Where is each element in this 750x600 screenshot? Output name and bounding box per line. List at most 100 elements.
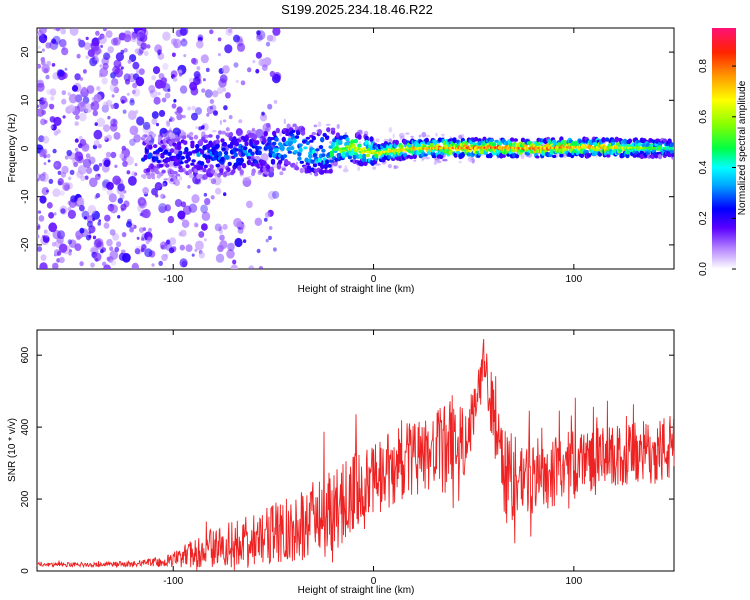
spectrogram-cell bbox=[142, 174, 147, 179]
spectrogram-cell bbox=[161, 169, 166, 174]
spectrogram-cell bbox=[107, 256, 114, 263]
spectrogram-cell bbox=[418, 134, 422, 138]
spectrogram-cell bbox=[37, 234, 40, 239]
spectrogram-cell bbox=[199, 161, 205, 166]
spectrogram-cell bbox=[321, 153, 326, 158]
spectrogram-cell bbox=[458, 134, 463, 140]
spectrogram-cell bbox=[39, 99, 48, 110]
spectrogram-cell bbox=[586, 153, 592, 158]
spectrogram-cell bbox=[237, 139, 242, 143]
spectrogram-cell bbox=[138, 68, 145, 75]
spectrogram-cell bbox=[235, 79, 239, 84]
spectrogram-cell bbox=[142, 121, 151, 130]
spectrogram-cell bbox=[552, 154, 557, 159]
spectrogram-cell bbox=[520, 137, 526, 143]
spectrogram-cell bbox=[89, 57, 98, 67]
spectrogram-cell bbox=[140, 210, 148, 218]
y-tick-label: 400 bbox=[20, 418, 31, 435]
spectrogram-cell bbox=[37, 210, 42, 214]
spectrogram-cell bbox=[109, 246, 114, 251]
spectrogram-cell bbox=[111, 78, 119, 87]
spectrogram-cell bbox=[399, 144, 404, 149]
spectrogram-cell bbox=[183, 54, 187, 58]
spectrogram-cell bbox=[286, 161, 291, 166]
spectrogram-cell bbox=[286, 123, 291, 129]
spectrogram-cell bbox=[288, 140, 294, 145]
spectrogram-cell bbox=[262, 138, 267, 144]
spectrogram-cell bbox=[312, 163, 318, 168]
spectrogram-cell bbox=[79, 205, 85, 212]
spectrogram-cell bbox=[296, 131, 301, 136]
spectrogram-cell bbox=[218, 226, 223, 232]
spectrogram-cell bbox=[364, 139, 369, 146]
spectrogram-cell bbox=[144, 139, 149, 144]
spectrogram-cell bbox=[559, 153, 564, 158]
spectrogram-cell bbox=[187, 106, 192, 111]
spectrogram-cell bbox=[53, 212, 57, 216]
spectrogram-cell bbox=[209, 164, 214, 170]
spectrogram-cell bbox=[177, 141, 182, 146]
spectrogram-cell bbox=[71, 85, 79, 92]
spectrogram-cell bbox=[185, 244, 193, 253]
spectrogram-cell bbox=[601, 137, 606, 143]
spectrogram-cell bbox=[94, 195, 98, 200]
spectrogram-cell bbox=[83, 103, 93, 113]
spectrogram-cell bbox=[191, 105, 196, 111]
spectrogram-cell bbox=[244, 141, 249, 147]
spectrogram-cell bbox=[179, 168, 184, 173]
spectrogram-cell bbox=[215, 139, 220, 145]
spectrogram-cell bbox=[124, 78, 131, 85]
spectrogram-cell bbox=[441, 133, 445, 136]
spectrogram-cell bbox=[123, 48, 128, 53]
spectrogram-cell bbox=[110, 104, 115, 110]
spectrogram-cell bbox=[48, 212, 55, 219]
spectrogram-cell bbox=[93, 164, 100, 172]
spectrogram-cell bbox=[358, 153, 363, 160]
spectrogram-cell bbox=[103, 28, 107, 32]
spectrogram-cell bbox=[121, 145, 127, 151]
spectrogram-cell bbox=[230, 264, 238, 269]
spectrogram-cell bbox=[100, 249, 104, 254]
spectrogram-cell bbox=[285, 132, 290, 136]
spectrogram-cell bbox=[39, 262, 48, 269]
spectrogram-cell bbox=[323, 163, 329, 170]
spectrogram-cell bbox=[146, 236, 153, 243]
spectrogram-cell bbox=[255, 34, 263, 42]
spectrogram-cell bbox=[113, 59, 122, 69]
spectrogram-cell bbox=[219, 234, 225, 241]
spectrogram-cell bbox=[85, 36, 89, 41]
spectrogram-cell bbox=[264, 217, 268, 222]
spectrogram-cell bbox=[184, 146, 189, 153]
spectrogram-cell bbox=[81, 143, 90, 152]
spectrogram-cell bbox=[348, 152, 354, 156]
spectrogram-cell bbox=[193, 71, 201, 79]
spectrogram-cell bbox=[299, 160, 304, 164]
spectrogram-cell bbox=[174, 158, 179, 164]
spectrogram-cell bbox=[173, 171, 178, 175]
spectrogram-panel: Height of straight line (km) Frequency (… bbox=[7, 27, 675, 295]
spectrogram-cell bbox=[227, 242, 235, 252]
spectrogram-cell bbox=[40, 118, 47, 126]
spectrogram-cell bbox=[205, 158, 211, 164]
spectrogram-cell bbox=[189, 131, 194, 136]
spectrogram-cell bbox=[223, 105, 228, 111]
spectrogram-cell bbox=[195, 107, 202, 115]
spectrogram-cell bbox=[339, 135, 344, 140]
spectrogram-cell bbox=[109, 82, 119, 93]
spectrogram-cell bbox=[74, 147, 79, 152]
spectrogram-cell bbox=[169, 237, 177, 246]
spectrogram-cell bbox=[122, 252, 131, 263]
spectrogram-cell bbox=[198, 140, 204, 147]
spectrogram-cell bbox=[122, 160, 128, 167]
spectrogram-cell bbox=[159, 241, 168, 250]
spectrogram-cell bbox=[655, 138, 660, 142]
spectrogram-cell bbox=[372, 166, 377, 170]
spectrogram-cell bbox=[154, 156, 159, 162]
spectrogram-cell bbox=[92, 56, 96, 59]
spectrogram-cell bbox=[200, 204, 209, 214]
spectrogram-cell bbox=[196, 66, 201, 71]
spectrogram-cell bbox=[73, 161, 78, 168]
spectrogram-cell bbox=[662, 138, 667, 143]
spectrogram-cell bbox=[97, 221, 102, 226]
spectrogram-cell bbox=[93, 139, 100, 147]
